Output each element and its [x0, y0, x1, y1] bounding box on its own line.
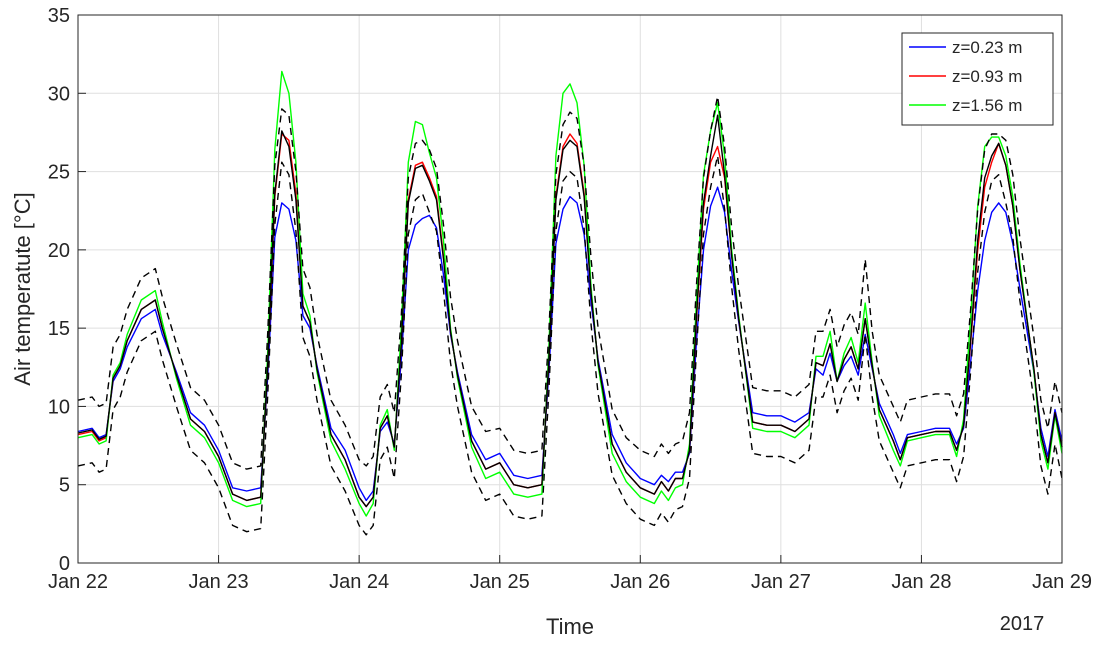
y-tick-label: 35 — [48, 5, 70, 27]
x-axis-label: Time — [546, 614, 594, 639]
series-line-1 — [77, 186, 1063, 502]
y-tick-label: 30 — [48, 83, 70, 105]
x-tick-label: Jan 27 — [751, 571, 811, 593]
x-tick-label: Jan 28 — [891, 571, 951, 593]
legend-label: z=1.56 m — [952, 96, 1022, 115]
plot-frame — [77, 14, 1063, 564]
x-tick-label: Jan 24 — [329, 571, 389, 593]
legend-label: z=0.93 m — [952, 67, 1022, 86]
dashed-bound-line-2 — [77, 155, 1063, 536]
mean-line — [77, 114, 1063, 508]
x-axis-year-label: 2017 — [1000, 613, 1045, 635]
axis-ticks: Jan 22 Jan 23 Jan 24 Jan 25 Jan 26 Jan 27 Jan … — [48, 5, 1092, 593]
legend-box — [901, 32, 1054, 126]
y-tick-label: 0 — [59, 553, 70, 575]
series-lines — [77, 70, 1063, 536]
y-tick-label: 25 — [48, 162, 70, 184]
legend-label: z=0.23 m — [952, 38, 1022, 57]
x-tick-label: Jan 22 — [48, 571, 108, 593]
y-tick-label: 20 — [48, 240, 70, 262]
y-tick-label: 5 — [59, 475, 70, 497]
y-tick-label: 10 — [48, 396, 70, 418]
y-axis-label: Air temperatute [°C] — [10, 192, 35, 385]
x-tick-label: Jan 29 — [1032, 571, 1092, 593]
y-tick-label: 15 — [48, 318, 70, 340]
legend: z=0.23 m z=0.93 m z=1.56 m — [901, 32, 1054, 126]
dashed-bound-line-1 — [77, 95, 1063, 470]
x-tick-label: Jan 25 — [470, 571, 530, 593]
x-tick-label: Jan 23 — [189, 571, 249, 593]
x-tick-label: Jan 26 — [610, 571, 670, 593]
